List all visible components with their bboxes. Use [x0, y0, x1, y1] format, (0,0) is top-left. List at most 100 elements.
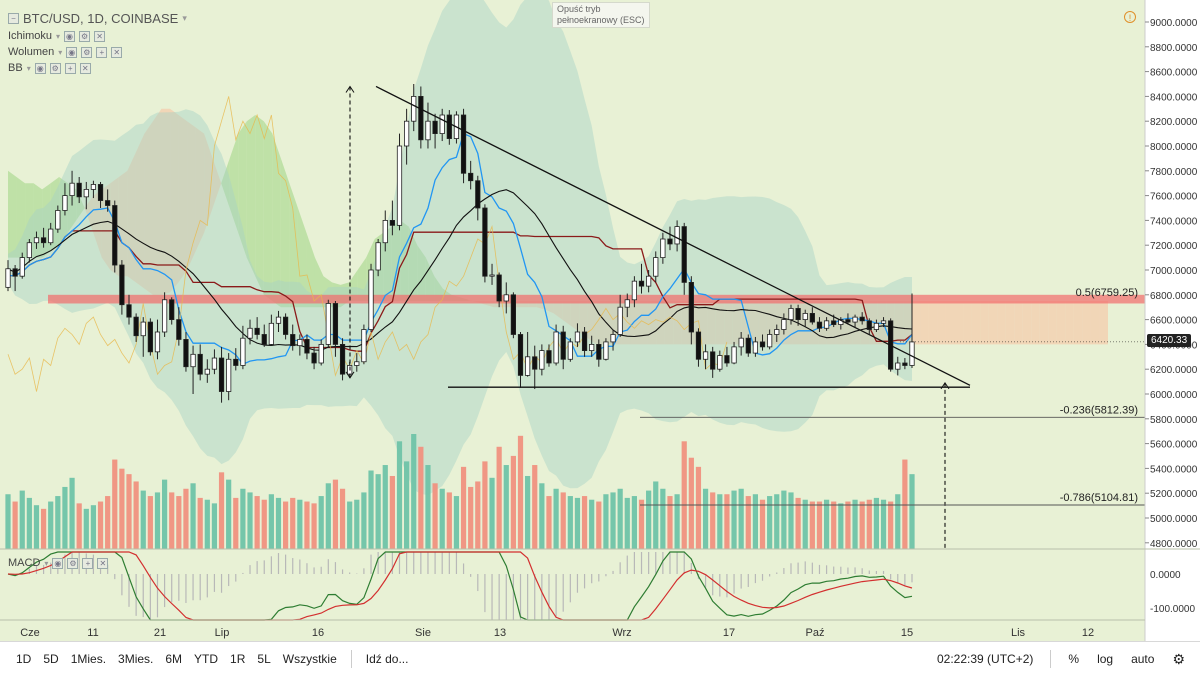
candle-body [318, 343, 324, 364]
candle-body [432, 120, 438, 134]
visibility-icon[interactable]: ◉ [66, 46, 78, 58]
candle-body [389, 219, 395, 226]
chevron-down-icon[interactable]: ▾ [56, 31, 61, 41]
close-icon[interactable]: ✕ [94, 30, 106, 42]
chevron-down-icon[interactable]: ▾ [58, 47, 63, 57]
timeframe-3m[interactable]: 3Mies. [118, 652, 154, 666]
settings-icon[interactable]: ⚙ [49, 62, 61, 74]
time-axis-label: Lis [1011, 627, 1026, 639]
close-icon[interactable]: ✕ [111, 46, 123, 58]
visibility-icon[interactable]: ◉ [52, 557, 64, 569]
volume-bar [12, 501, 18, 549]
current-price-tag: 6420.33 [1147, 333, 1192, 347]
timeframe-ytd[interactable]: YTD [194, 652, 219, 666]
warning-icon[interactable]: ! [1124, 11, 1136, 23]
timeframe-5y[interactable]: 5L [257, 652, 271, 666]
kumo-segment [8, 170, 17, 258]
settings-icon[interactable]: ⚙ [1172, 650, 1185, 667]
indicator-row-ichimoku[interactable]: Ichimoku ▾ ◉ ⚙ ✕ [8, 28, 122, 44]
candle-body [411, 96, 417, 122]
chevron-down-icon[interactable]: ▾ [182, 12, 187, 23]
settings-icon[interactable]: ⚙ [67, 557, 79, 569]
plus-icon[interactable]: + [64, 62, 76, 74]
symbol-header: − BTC/USD, 1D, COINBASE ▾ [8, 10, 187, 26]
kumo-segment [161, 108, 171, 295]
indicator-name[interactable]: BB [8, 62, 23, 74]
goto-date-button[interactable]: Idź do... [365, 652, 409, 666]
percent-toggle[interactable]: % [1068, 652, 1080, 666]
kumo-segment [118, 170, 128, 277]
chevron-down-icon[interactable]: ▾ [44, 558, 49, 568]
kumo-segment [238, 121, 247, 258]
timeframe-5d[interactable]: 5D [43, 652, 59, 666]
volume-bar [147, 496, 153, 549]
candle-body [581, 331, 588, 352]
kumo-segment [681, 301, 691, 345]
volume-bar [275, 497, 282, 549]
time-axis-label: 13 [494, 627, 506, 639]
volume-bar [97, 501, 104, 549]
candle-body [724, 355, 730, 364]
volume-bar [831, 501, 837, 549]
volume-bar [866, 499, 872, 549]
macd-label[interactable]: MACD [8, 557, 41, 569]
volume-bar [432, 483, 438, 549]
chart-svg[interactable]: 0.5(6759.25) -0.236(5812.39) -0.786(5104.8… [0, 0, 1200, 641]
collapse-icon[interactable]: − [8, 12, 19, 24]
indicator-name[interactable]: Ichimoku [8, 30, 53, 42]
plus-icon[interactable]: + [82, 557, 94, 569]
chevron-down-icon[interactable]: ▾ [26, 63, 31, 73]
indicator-row-volume[interactable]: Wolumen ▾ ◉ ⚙ + ✕ [8, 44, 123, 60]
indicator-row-bb[interactable]: BB ▾ ◉ ⚙ + ✕ [8, 60, 122, 76]
volume-bar [624, 497, 630, 549]
candle-body [211, 357, 218, 370]
timeframe-1m[interactable]: 1Mies. [70, 652, 107, 666]
timeframe-1y[interactable]: 1R [230, 652, 246, 666]
timeframe-all[interactable]: Wszystkie [282, 652, 337, 666]
volume-bar [154, 492, 161, 549]
kumo-segment [1065, 301, 1074, 345]
settings-icon[interactable]: ⚙ [81, 46, 93, 58]
candle-body [297, 339, 303, 347]
kumo-segment [25, 183, 34, 258]
volume-bar [517, 435, 524, 549]
candle-body [809, 312, 815, 323]
close-icon[interactable]: ✕ [97, 557, 109, 569]
price-tick-label: 8400.0000 [1150, 92, 1198, 103]
timeframe-1d[interactable]: 1D [16, 652, 32, 666]
price-tick-label: 7200.0000 [1150, 241, 1198, 252]
price-tick-label: 8200.0000 [1150, 117, 1198, 128]
kumo-segment [306, 232, 315, 308]
candle-body [859, 316, 865, 322]
volume-bar [339, 488, 346, 549]
macd-legend: MACD ▾ ◉ ⚙ + ✕ [8, 555, 109, 571]
timeframe-6m[interactable]: 6M [165, 652, 183, 666]
plus-icon[interactable]: + [96, 46, 108, 58]
kumo-segment [289, 183, 298, 308]
clock-timezone[interactable]: 02:22:39 (UTC+2) [937, 652, 1034, 666]
candle-body [97, 184, 104, 201]
kumo-segment [715, 301, 725, 345]
bollinger-middle-line [7, 189, 913, 351]
kumo-segment [937, 301, 946, 345]
candle-body [852, 316, 858, 323]
kumo-segment [1039, 301, 1049, 345]
volume-bar [752, 494, 759, 549]
kumo-segment [596, 301, 605, 345]
close-icon[interactable]: ✕ [79, 62, 91, 74]
volume-bar [681, 441, 687, 549]
visibility-icon[interactable]: ◉ [34, 62, 46, 74]
settings-icon[interactable]: ⚙ [79, 30, 91, 42]
indicator-name[interactable]: Wolumen [8, 46, 55, 58]
volume-bar [368, 470, 374, 549]
auto-toggle[interactable]: auto [1131, 652, 1155, 666]
candle-body [425, 120, 431, 141]
candle-body [62, 195, 68, 211]
log-toggle[interactable]: log [1097, 652, 1114, 666]
kumo-segment [221, 158, 230, 208]
symbol-title[interactable]: BTC/USD, 1D, COINBASE [23, 10, 179, 26]
visibility-icon[interactable]: ◉ [64, 30, 76, 42]
kumo-segment [1056, 301, 1066, 345]
candle-body [197, 353, 203, 375]
